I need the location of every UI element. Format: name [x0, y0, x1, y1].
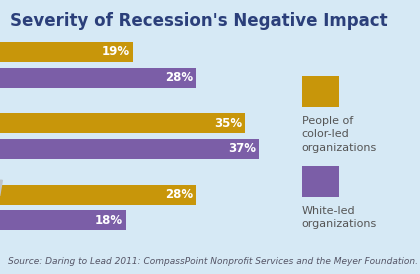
Text: 35%: 35%: [214, 117, 242, 130]
Text: 28%: 28%: [165, 71, 193, 84]
FancyBboxPatch shape: [302, 166, 339, 197]
Bar: [0, 113, 245, 133]
Text: Source: Daring to Lead 2011: CompassPoint Nonprofit Services and the Meyer Found: Source: Daring to Lead 2011: CompassPoin…: [8, 257, 418, 266]
Text: 19%: 19%: [102, 45, 130, 58]
Text: Severity of Recession's Negative Impact: Severity of Recession's Negative Impact: [10, 12, 388, 30]
Text: People of
color-led
organizations: People of color-led organizations: [302, 116, 377, 153]
Polygon shape: [0, 180, 3, 196]
Bar: [0, 210, 126, 230]
Text: 28%: 28%: [165, 188, 193, 201]
Bar: [0, 42, 133, 62]
FancyBboxPatch shape: [302, 76, 339, 107]
Bar: [0, 68, 196, 87]
Bar: [0, 185, 196, 204]
Bar: [0, 139, 259, 159]
Text: White-led
organizations: White-led organizations: [302, 206, 377, 229]
Text: 18%: 18%: [95, 214, 123, 227]
Text: 37%: 37%: [228, 142, 256, 155]
